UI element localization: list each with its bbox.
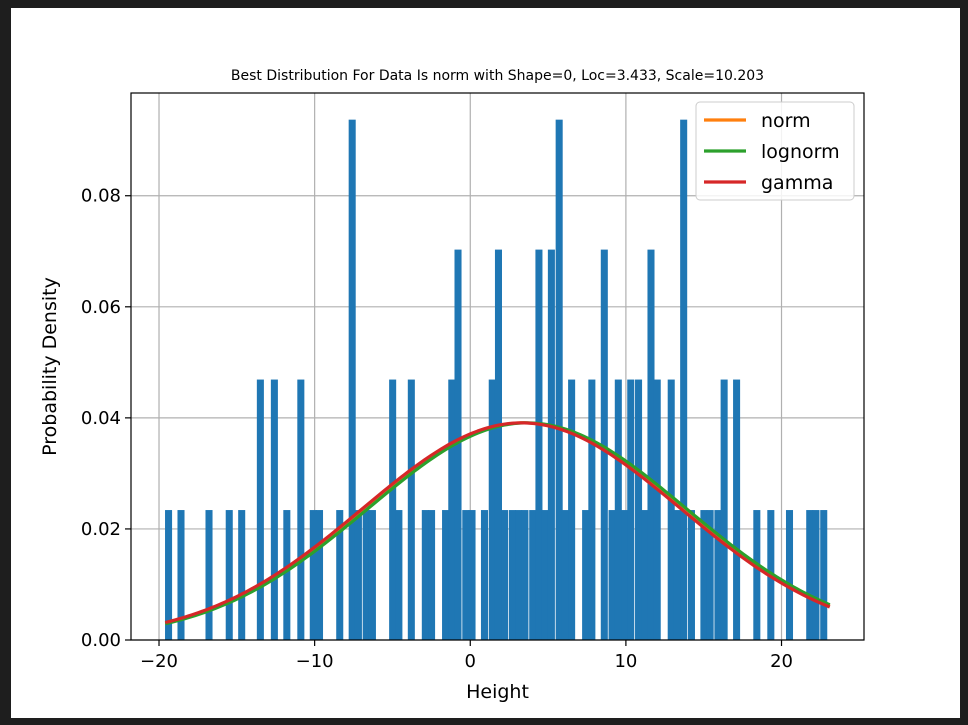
x-tick-label: −20 [140, 651, 178, 672]
histogram-bar [270, 379, 278, 640]
histogram-bar [529, 510, 537, 640]
histogram-bar [256, 379, 264, 640]
histogram-bar [541, 510, 549, 640]
y-tick-label: 0.02 [81, 519, 121, 540]
histogram-bar [448, 379, 456, 640]
histogram-bar [753, 510, 761, 640]
x-axis-label: Height [466, 681, 529, 703]
histogram-bar [667, 379, 675, 640]
histogram-bar [653, 379, 661, 640]
histogram-bar [714, 510, 722, 640]
legend-label-gamma: gamma [761, 172, 833, 194]
histogram-bar [225, 510, 233, 640]
y-axis-label: Probability Density [39, 277, 61, 456]
histogram-bar [468, 510, 476, 640]
histogram-bar [621, 510, 629, 640]
histogram-bar [555, 119, 563, 641]
histogram-bar [238, 510, 246, 640]
histogram-bar [561, 510, 569, 640]
histogram-bar [462, 510, 470, 640]
histogram-bar [488, 379, 496, 640]
axis-ticks: −20 −10 0 10 20 0.00 0.02 0.04 0.06 0.08 [81, 186, 793, 672]
histogram-bar [627, 379, 635, 640]
histogram-bar [820, 510, 828, 640]
histogram-bar [600, 249, 608, 641]
histogram-bar [368, 510, 376, 640]
chart-svg: −20 −10 0 10 20 0.00 0.02 0.04 0.06 0.08 Best Dis… [39, 68, 865, 703]
x-tick-label: −10 [296, 651, 334, 672]
distribution-curves [164, 421, 831, 626]
histogram-bar [588, 379, 596, 640]
legend-label-lognorm: lognorm [761, 141, 840, 163]
histogram-bar [407, 379, 415, 640]
histogram-bar [362, 510, 370, 640]
histogram-bar [348, 119, 356, 641]
histogram-bar [494, 249, 503, 641]
chart-title: Best Distribution For Data Is norm with … [231, 68, 764, 84]
histogram-bar [428, 510, 436, 640]
histogram-bar [521, 510, 529, 640]
legend: norm lognorm gamma [695, 101, 855, 201]
histogram-bar [315, 510, 324, 640]
series-line-gamma [164, 421, 831, 625]
histogram-bar [515, 510, 523, 640]
histogram-bar [547, 249, 555, 641]
y-tick-label: 0.00 [81, 630, 121, 651]
y-tick-label: 0.06 [81, 297, 121, 318]
histogram-bar [733, 379, 741, 640]
histogram-bar [641, 510, 649, 640]
histogram-bar [480, 510, 488, 640]
histogram-bar [806, 510, 814, 640]
histogram-bar [700, 510, 708, 640]
histogram-bar [297, 379, 305, 640]
histogram-bar [535, 249, 543, 641]
y-tick-label: 0.08 [81, 186, 121, 207]
histogram-bar [680, 119, 688, 641]
histogram-bar [720, 379, 728, 640]
histogram-bar [568, 379, 576, 640]
histogram-bar [177, 510, 185, 640]
histogram-bar [635, 379, 643, 640]
histogram-bar [395, 510, 403, 640]
histogram-bar [508, 510, 517, 640]
histogram-bar [785, 510, 794, 640]
y-tick-label: 0.04 [81, 408, 121, 429]
histogram-bar [614, 379, 622, 640]
histogram-bar [421, 510, 429, 640]
histogram-bar [706, 510, 714, 640]
x-tick-label: 10 [614, 651, 637, 672]
histogram-bar [687, 510, 695, 640]
histogram-bar [673, 510, 681, 640]
histogram-bar [442, 510, 450, 640]
histogram-bar [454, 249, 462, 641]
histogram-bar [309, 510, 317, 640]
histogram-bar [608, 510, 616, 640]
histogram-bar [283, 510, 291, 640]
x-tick-label: 20 [770, 651, 793, 672]
axes-frame [130, 92, 865, 641]
x-tick-label: 0 [465, 651, 476, 672]
histogram-bar [647, 249, 655, 641]
legend-label-norm: norm [761, 110, 811, 132]
histogram-bar [812, 510, 820, 640]
histogram-bar [165, 510, 173, 640]
figure-canvas: −20 −10 0 10 20 0.00 0.02 0.04 0.06 0.08 Best Dis… [11, 8, 960, 718]
histogram-bar [336, 510, 344, 640]
legend-box [695, 101, 855, 201]
histogram-bar [582, 510, 590, 640]
histogram-bar [389, 379, 397, 640]
histogram-bar [205, 510, 213, 640]
histogram-bar [354, 510, 362, 640]
histogram-bar [501, 510, 509, 640]
